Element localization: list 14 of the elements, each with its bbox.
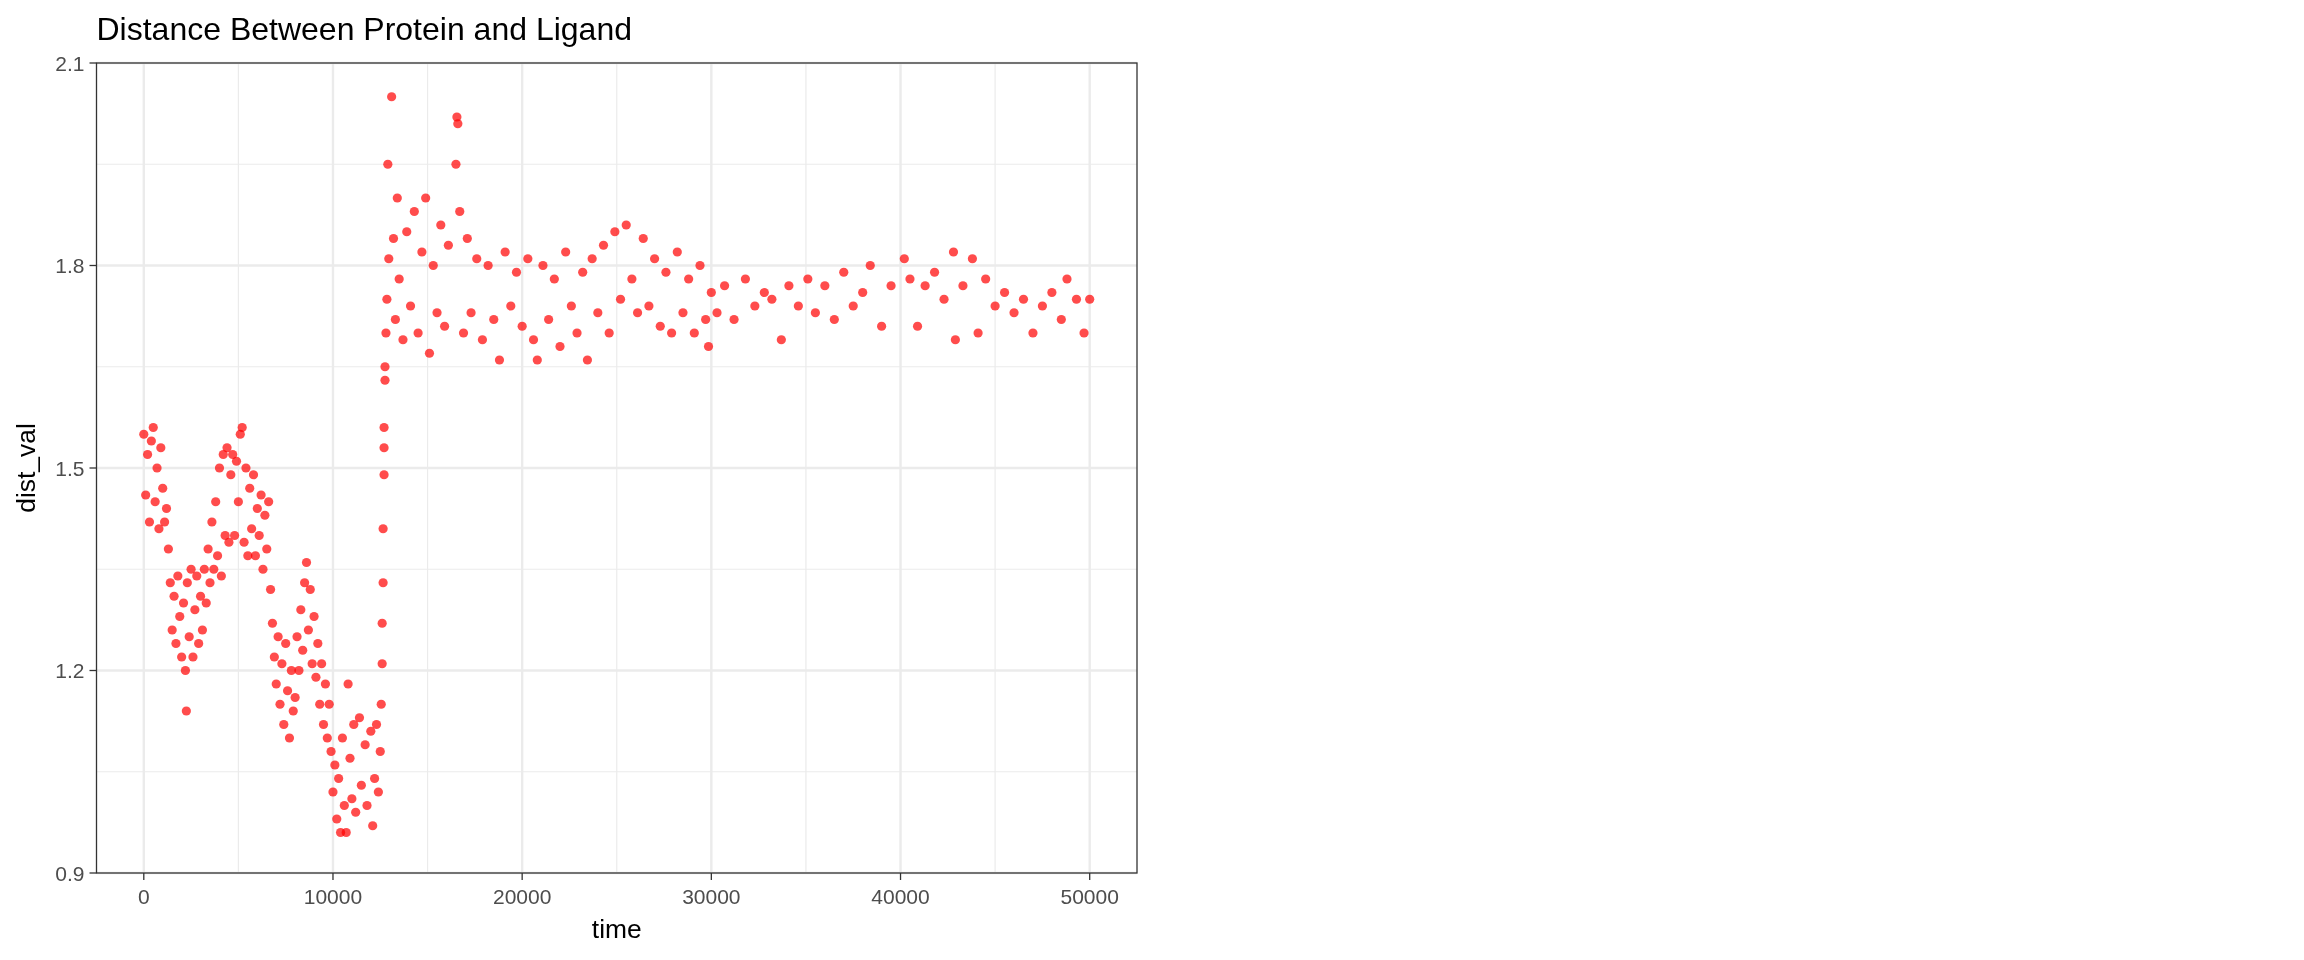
chart-title: Distance Between Protein and Ligand <box>96 11 632 47</box>
x-tick-label: 50000 <box>1060 885 1119 908</box>
x-tick-label: 40000 <box>871 885 930 908</box>
x-tick-label: 30000 <box>682 885 741 908</box>
y-axis-title: dist_val <box>11 423 41 513</box>
y-tick-label: 1.5 <box>55 456 85 480</box>
x-axis-title: time <box>591 914 642 944</box>
y-tick-label: 1.2 <box>55 659 85 682</box>
x-tick-label: 10000 <box>303 885 363 908</box>
y-tick-label: 2.1 <box>55 51 85 75</box>
y-tick-label: 1.8 <box>55 254 85 277</box>
x-tick-label: 0 <box>137 885 150 908</box>
y-tick-label: 0.9 <box>55 861 85 885</box>
x-tick-label: 20000 <box>492 885 552 908</box>
